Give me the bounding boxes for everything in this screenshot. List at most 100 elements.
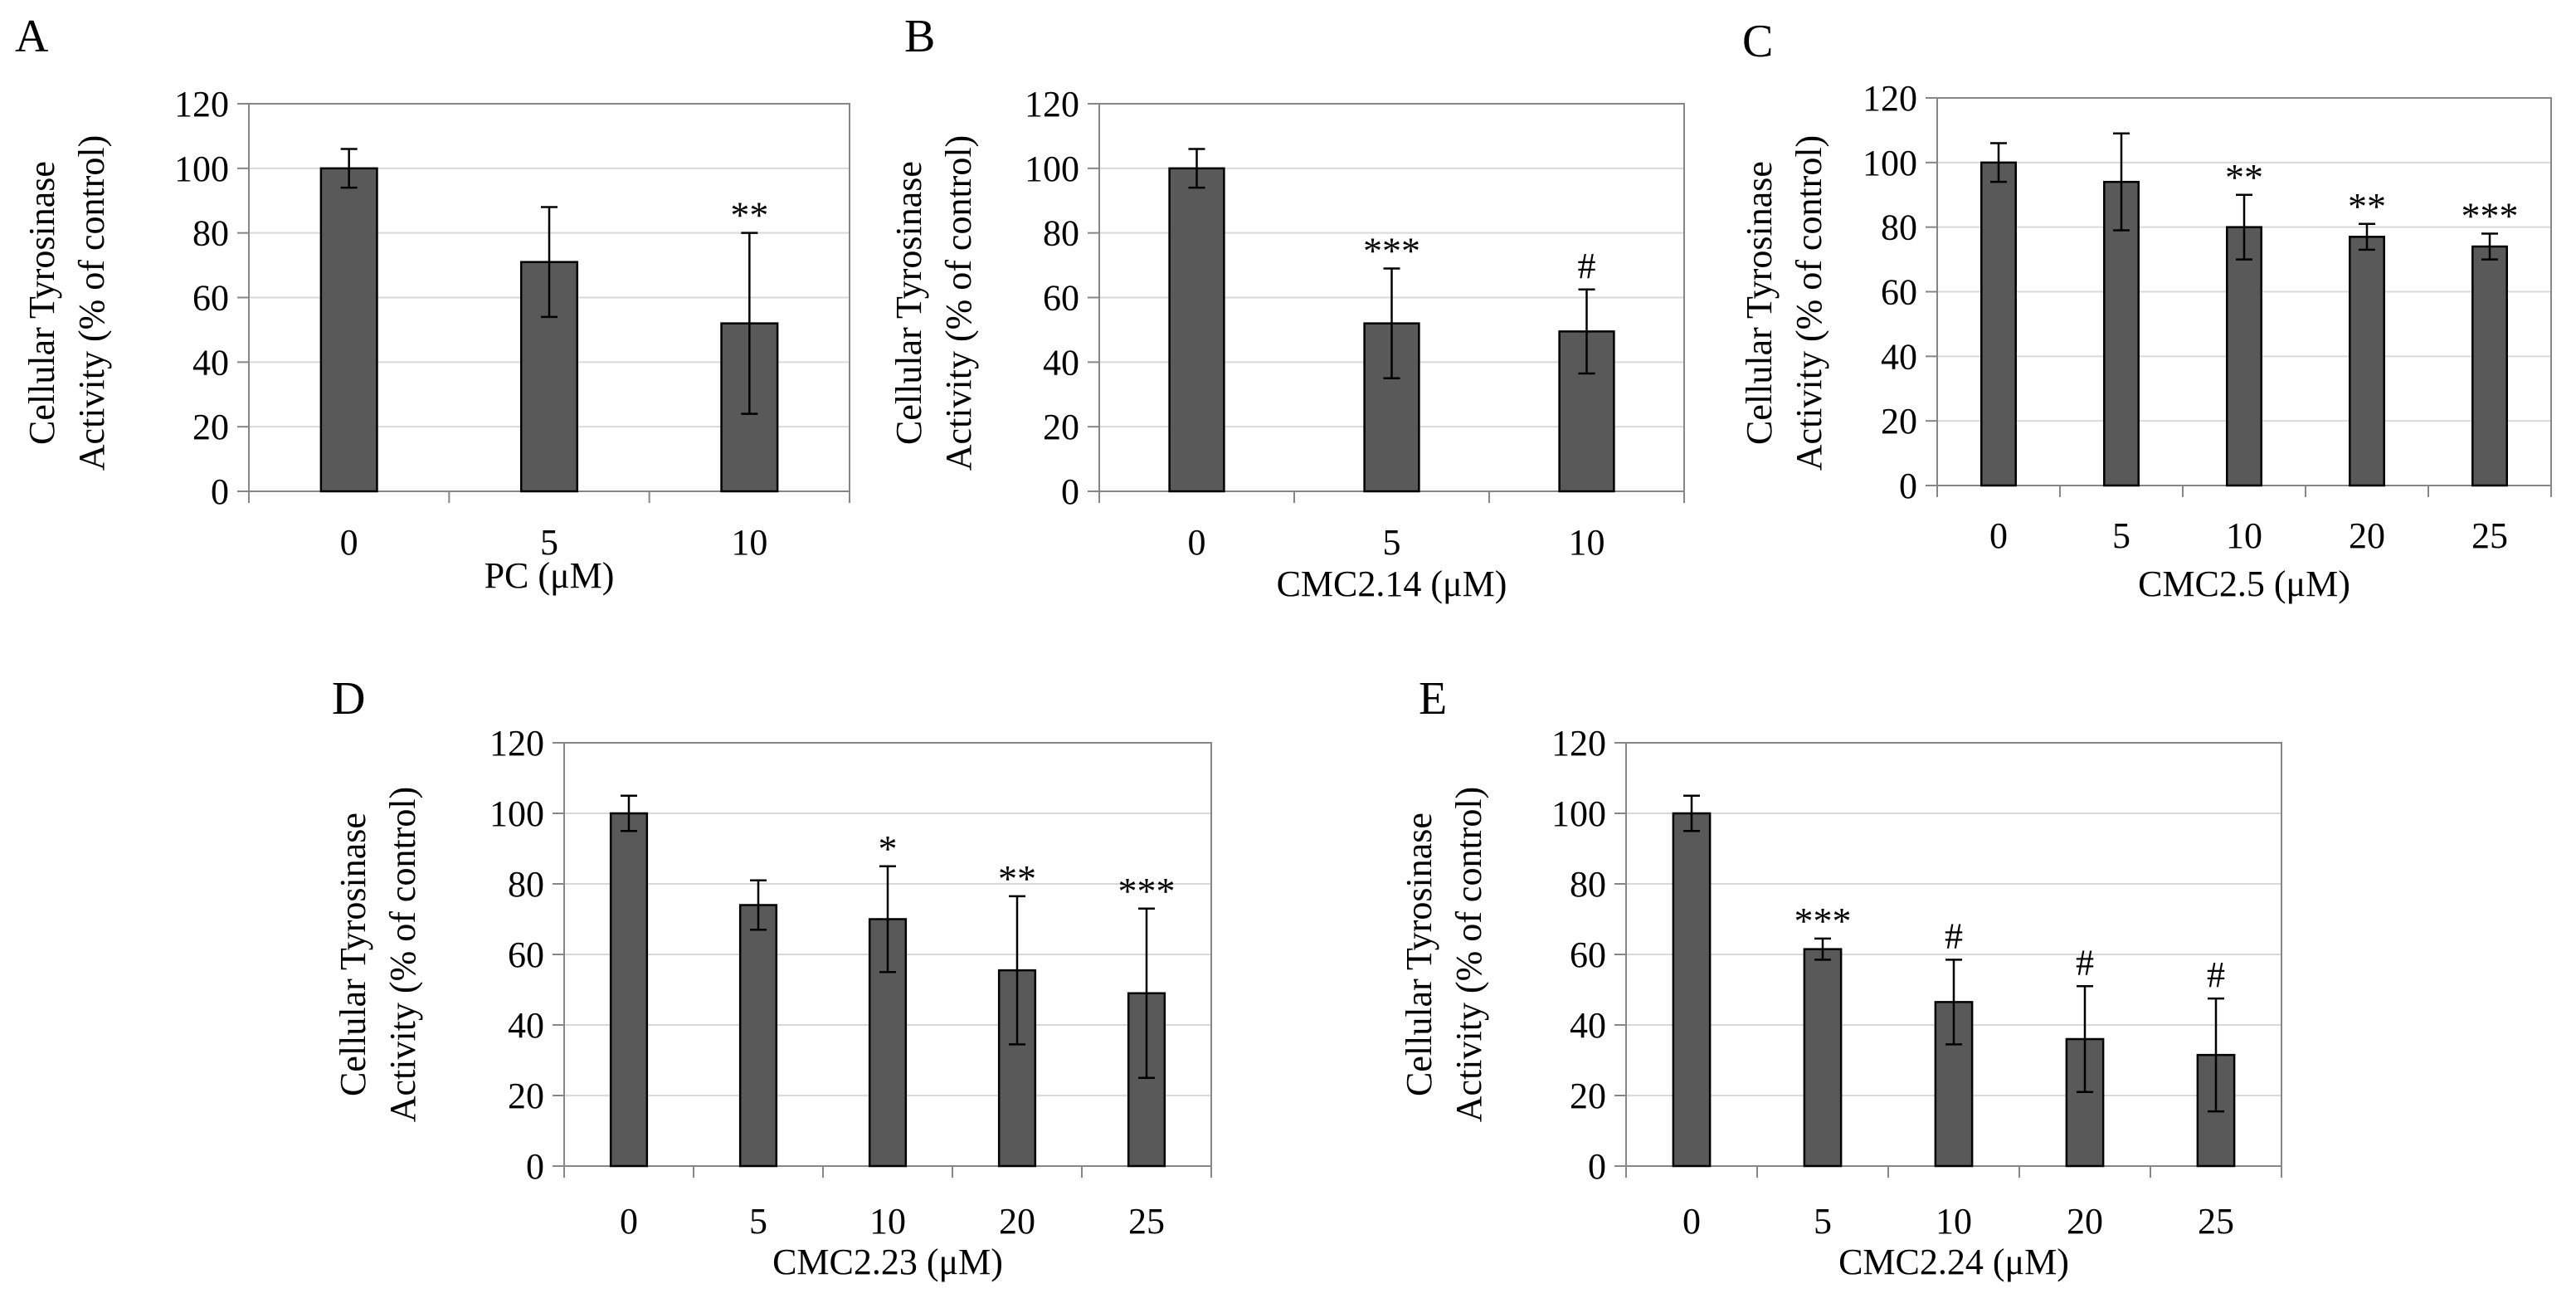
x-axis-label: PC (μM) — [485, 555, 615, 596]
significance-label: ** — [2348, 185, 2386, 227]
y-axis-label: Activity (% of control) — [382, 787, 423, 1122]
y-tick-label: 80 — [1043, 213, 1079, 254]
y-tick-label: 40 — [1043, 342, 1079, 383]
y-tick-label: 60 — [1043, 278, 1079, 319]
significance-label: *** — [1363, 229, 1420, 271]
bar — [609, 812, 649, 1168]
chart-panel-b: B 0 20 40 60 80 100 120 0 *** 5 #10 CMC2.14 (μM) Cell… — [889, 11, 1685, 604]
y-tick-label: 120 — [489, 723, 544, 764]
x-tick-label: 20 — [999, 1201, 1035, 1242]
significance-label: *** — [1118, 870, 1176, 912]
y-axis-label: Cellular Tyrosinase — [1739, 161, 1780, 445]
bar — [1168, 167, 1225, 493]
y-tick-label: 20 — [192, 407, 229, 447]
y-axis-label: Cellular Tyrosinase — [1399, 813, 1439, 1096]
y-tick-label: 40 — [508, 1005, 544, 1046]
panel-letter: D — [332, 673, 365, 725]
y-axis-label: Cellular Tyrosinase — [22, 161, 62, 445]
bar — [319, 167, 378, 493]
x-axis-label: CMC2.23 (μM) — [772, 1242, 1003, 1282]
bar — [519, 261, 579, 493]
chart-panel-a: A 0 20 40 60 80 100 120 0 5 ** 10 PC (μM) Cellular Ty… — [15, 11, 850, 596]
x-tick-label: 10 — [731, 522, 767, 563]
significance-label: ** — [998, 857, 1036, 900]
x-tick-label: 25 — [2198, 1201, 2234, 1242]
y-tick-label: 120 — [1025, 84, 1079, 124]
bar — [2471, 245, 2508, 487]
y-axis-label: Activity (% of control) — [938, 135, 979, 471]
y-tick-label: 40 — [1881, 336, 1917, 377]
significance-label: # — [1578, 246, 1596, 286]
y-tick-label: 0 — [1061, 471, 1079, 512]
bar — [1672, 812, 1712, 1168]
x-tick-label: 5 — [749, 1201, 767, 1242]
panel-letter: C — [1742, 16, 1773, 67]
x-tick-label: 0 — [1682, 1201, 1701, 1242]
chart-panel-c: C 0 20 40 60 80 100 120 0 5 ** 10 ** 20 *** 25 CMC2.5 (μ… — [1739, 16, 2552, 604]
y-tick-label: 80 — [1570, 864, 1606, 905]
y-axis-label: Cellular Tyrosinase — [889, 161, 929, 445]
y-tick-label: 100 — [1025, 149, 1079, 189]
x-tick-label: 20 — [2067, 1201, 2103, 1242]
chart-panel-e: E 0 20 40 60 80 100 120 0 *** 5 #10 #20 #25 CMC2.24 (μ… — [1399, 673, 2282, 1282]
x-tick-label: 25 — [1128, 1201, 1165, 1242]
significance-label: ** — [2225, 156, 2263, 198]
y-tick-label: 20 — [1570, 1076, 1606, 1116]
x-tick-label: 0 — [620, 1201, 638, 1242]
chart-panel-d: D 0 20 40 60 80 100 120 0 5 * 10 ** 20 *** 25 CMC2.23 (μ… — [332, 673, 1212, 1282]
y-tick-label: 20 — [1043, 407, 1079, 447]
y-tick-label: 60 — [1570, 935, 1606, 975]
y-tick-label: 0 — [1899, 466, 1917, 506]
x-tick-label: 10 — [1569, 522, 1605, 563]
y-tick-label: 120 — [1863, 78, 1917, 119]
y-tick-label: 80 — [192, 213, 229, 254]
panel-letter: A — [15, 11, 49, 62]
x-tick-label: 0 — [1188, 522, 1206, 563]
significance-label: ** — [730, 194, 768, 237]
y-tick-label: 40 — [1570, 1005, 1606, 1046]
y-tick-label: 0 — [526, 1146, 544, 1187]
significance-label: # — [1945, 915, 1963, 956]
y-axis-label: Cellular Tyrosinase — [333, 813, 373, 1096]
x-tick-label: 5 — [1383, 522, 1401, 563]
x-tick-label: 10 — [869, 1201, 906, 1242]
bar — [2349, 236, 2385, 487]
y-tick-label: 60 — [1881, 272, 1917, 313]
y-tick-label: 40 — [192, 342, 229, 383]
y-tick-label: 0 — [211, 471, 229, 512]
significance-label: * — [879, 827, 898, 870]
bar — [2103, 180, 2140, 487]
significance-label: *** — [1794, 900, 1852, 942]
y-tick-label: 100 — [1863, 143, 1917, 183]
y-axis-label: Activity (% of control) — [71, 135, 112, 471]
bar — [738, 904, 778, 1168]
significance-label: # — [2207, 954, 2225, 995]
bar — [1803, 948, 1843, 1168]
x-tick-label: 5 — [540, 522, 558, 563]
y-tick-label: 120 — [174, 84, 229, 124]
panel-letter: B — [904, 11, 935, 62]
x-tick-label: 10 — [1936, 1201, 1972, 1242]
x-tick-label: 25 — [2471, 515, 2508, 556]
x-axis-label: CMC2.24 (μM) — [1838, 1242, 2069, 1282]
y-tick-label: 80 — [1881, 207, 1917, 248]
y-tick-label: 20 — [508, 1076, 544, 1116]
x-tick-label: 0 — [340, 522, 358, 563]
y-tick-label: 80 — [508, 864, 544, 905]
significance-label: *** — [2462, 194, 2519, 237]
bar — [2226, 226, 2262, 487]
y-axis-label: Activity (% of control) — [1449, 787, 1489, 1122]
y-tick-label: 0 — [1588, 1146, 1606, 1187]
x-tick-label: 5 — [2112, 515, 2130, 556]
y-tick-label: 100 — [1551, 793, 1606, 834]
x-axis-label: CMC2.14 (μM) — [1277, 564, 1507, 604]
panel-letter: E — [1419, 673, 1447, 725]
x-tick-label: 5 — [1814, 1201, 1832, 1242]
x-axis-label: CMC2.5 (μM) — [2138, 564, 2350, 604]
y-tick-label: 60 — [508, 935, 544, 975]
bar — [1980, 161, 2017, 487]
x-tick-label: 10 — [2226, 515, 2262, 556]
y-tick-label: 100 — [489, 793, 544, 834]
y-tick-label: 60 — [192, 278, 229, 319]
